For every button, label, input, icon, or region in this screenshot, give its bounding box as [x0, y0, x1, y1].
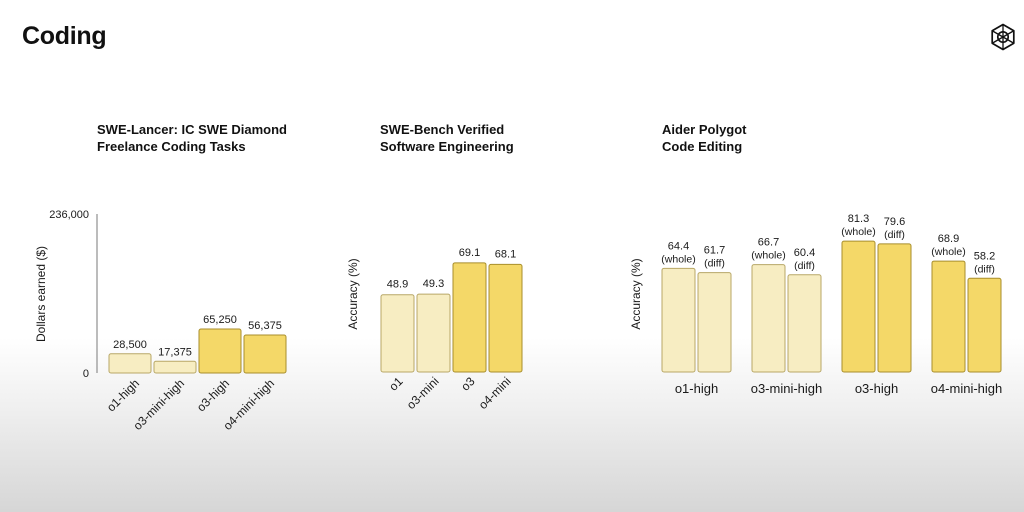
chart1-value-label: 56,375 — [248, 320, 282, 332]
chart3-value-label: 79.6 — [884, 216, 905, 228]
chart3-title-line2: Code Editing — [662, 139, 743, 154]
chart3-series-label: (diff) — [704, 258, 725, 270]
chart3-bar — [931, 260, 966, 373]
chart1-value-label: 65,250 — [203, 314, 237, 326]
chart2-value-label: 68.1 — [495, 248, 516, 260]
chart3-value-label: 66.7 — [758, 237, 779, 249]
chart3-bar — [751, 264, 786, 373]
chart2-y-axis-label: Accuracy (%) — [346, 258, 360, 329]
chart2-title-line1: SWE-Bench Verified — [380, 122, 505, 137]
chart1-y-axis-label: Dollars earned ($) — [34, 246, 48, 342]
chart3-bar — [787, 274, 822, 373]
chart3-category-label: o3-high — [855, 381, 898, 396]
chart1-bar — [243, 334, 287, 374]
chart3-series-label: (whole) — [931, 246, 965, 258]
chart3-value-label: 68.9 — [938, 233, 959, 245]
chart3-value-label: 58.2 — [974, 250, 995, 262]
chart2-bar — [416, 293, 451, 373]
chart3-series-label: (diff) — [884, 229, 905, 241]
chart1-title: SWE-Lancer: IC SWE Diamond Freelance Cod… — [97, 121, 287, 155]
chart2-title-line2: Software Engineering — [380, 139, 514, 154]
chart2-bar — [488, 263, 523, 373]
chart3-bar — [697, 272, 732, 373]
chart2-value-label: 69.1 — [459, 247, 480, 259]
chart1-category-label: o1-high — [104, 376, 142, 414]
chart3-value-label: 61.7 — [704, 245, 725, 257]
openai-logo-icon — [991, 23, 1015, 51]
chart2-title: SWE-Bench Verified Software Engineering — [380, 121, 514, 155]
chart1-value-label: 28,500 — [113, 339, 147, 351]
chart3-bar — [967, 277, 1002, 373]
chart3-category-label: o1-high — [675, 381, 718, 396]
chart3-y-axis-label: Accuracy (%) — [629, 258, 643, 329]
chart3-series-label: (diff) — [794, 260, 815, 272]
chart3-title-line1: Aider Polygot — [662, 122, 747, 137]
chart2-category-label: o4-mini — [476, 374, 514, 412]
chart2-bar — [452, 262, 487, 373]
chart3-bar — [661, 267, 696, 373]
chart3-series-label: (whole) — [751, 250, 785, 262]
chart1-ytick-label: 236,000 — [49, 209, 89, 221]
chart3-value-label: 60.4 — [794, 247, 815, 259]
chart3-series-label: (whole) — [841, 226, 875, 238]
chart2-category-label: o3 — [458, 374, 478, 394]
chart3-bar — [841, 240, 876, 373]
chart3-category-label: o3-mini-high — [751, 381, 823, 396]
chart3-category-label: o4-mini-high — [931, 381, 1003, 396]
chart1-bar — [153, 360, 197, 374]
chart2-value-label: 49.3 — [423, 278, 444, 290]
chart3-title: Aider Polygot Code Editing — [662, 121, 747, 155]
chart3-value-label: 81.3 — [848, 213, 869, 225]
chart1-ytick-label: 0 — [83, 368, 89, 380]
chart2-value-label: 48.9 — [387, 279, 408, 291]
chart3-series-label: (whole) — [661, 253, 695, 265]
chart3-series-label: (diff) — [974, 263, 995, 275]
chart1-title-line1: SWE-Lancer: IC SWE Diamond — [97, 122, 287, 137]
chart2-bar — [380, 294, 415, 373]
slide-title: Coding — [22, 22, 107, 50]
chart2-category-label: o3-mini — [404, 374, 442, 412]
chart1-category-label: o3-high — [194, 376, 232, 414]
chart1-title-line2: Freelance Coding Tasks — [97, 139, 246, 154]
chart1-bar — [108, 353, 152, 374]
chart1-bar — [198, 328, 242, 374]
chart2-category-label: o1 — [386, 374, 406, 394]
chart3-bar — [877, 243, 912, 373]
chart3-value-label: 64.4 — [668, 240, 689, 252]
chart1-value-label: 17,375 — [158, 346, 192, 358]
